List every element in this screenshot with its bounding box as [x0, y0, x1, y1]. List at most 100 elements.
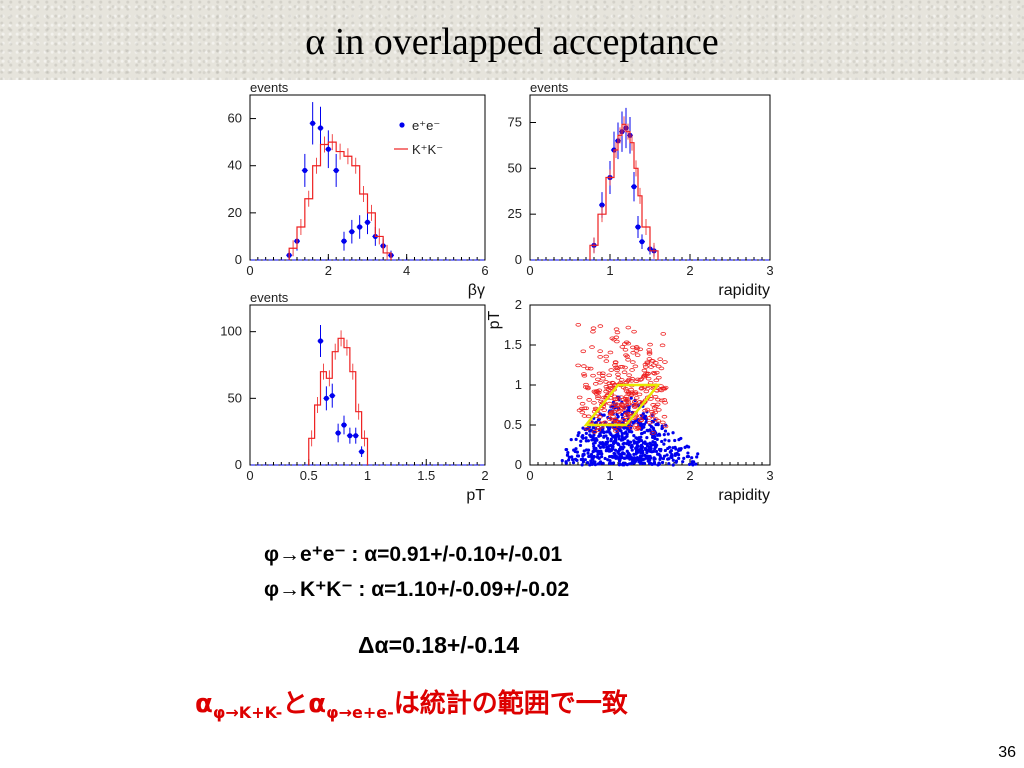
ee-scatter-point [597, 449, 601, 453]
ee-scatter-point [584, 436, 588, 440]
ee-scatter-point [604, 441, 608, 445]
ee-scatter-point [573, 449, 577, 454]
ee-scatter-point [627, 441, 631, 446]
ee-scatter-point [567, 455, 571, 459]
ee-scatter-point [630, 444, 634, 449]
x-tick-label: 0 [246, 468, 253, 483]
kk-scatter-point [609, 404, 616, 409]
kk-scatter-point [647, 420, 653, 425]
kk-scatter-point [615, 403, 622, 408]
ee-scatter-point [576, 433, 580, 438]
result-ee: φ→e⁺e⁻ : α=0.91+/-0.10+/-0.01 [264, 542, 764, 567]
kk-scatter-point [655, 397, 661, 402]
ee-scatter-point [642, 425, 646, 429]
kk-scatter-point [637, 414, 644, 418]
ee-scatter-point [608, 455, 612, 459]
kk-scatter-point [602, 420, 608, 425]
ee-scatter-point [694, 462, 698, 466]
kk-scatter-point [599, 371, 606, 376]
y-tick-label: 50 [508, 160, 522, 175]
kk-scatter-point [660, 386, 667, 391]
ee-scatter-point [607, 461, 612, 466]
ee-data-point [631, 184, 637, 190]
y-tick-label: 0 [235, 457, 242, 472]
kk-scatter-point [612, 397, 618, 402]
kk-scatter-point [600, 376, 606, 381]
ee-scatter-point [598, 433, 602, 437]
kk-scatter-point [657, 357, 663, 361]
ee-scatter-point [598, 462, 602, 466]
x-axis-label: βγ [468, 282, 485, 299]
ee-scatter-point [644, 420, 648, 424]
ee-scatter-point [696, 452, 700, 456]
ee-scatter-point [585, 461, 590, 465]
ee-scatter-point [642, 422, 646, 426]
ee-scatter-point [669, 449, 673, 453]
ee-scatter-point [566, 451, 570, 455]
ee-scatter-point [658, 456, 662, 461]
ee-data-point [333, 167, 339, 174]
kk-scatter-point [647, 342, 653, 347]
kk-scatter-point [579, 401, 586, 406]
kk-scatter-point [656, 375, 662, 380]
ee-scatter-point [602, 430, 606, 435]
kk-scatter-point [622, 365, 628, 370]
kk-scatter-point [646, 350, 653, 355]
y-tick-label: 0.5 [504, 417, 522, 432]
kk-scatter-point [626, 373, 632, 377]
ee-scatter-point [645, 442, 649, 446]
y-axis-label: events [250, 290, 289, 305]
kk-scatter-point [586, 398, 592, 402]
ee-scatter-point [564, 460, 568, 464]
kk-scatter-point [584, 366, 591, 371]
ee-scatter-point [649, 425, 654, 429]
ee-scatter-point [686, 451, 690, 455]
kk-scatter-point [638, 418, 644, 423]
kk-scatter-point [591, 430, 598, 434]
ee-scatter-point [593, 441, 597, 445]
kk-scatter-point [629, 376, 635, 381]
ee-scatter-point [565, 453, 570, 457]
ee-scatter-point [589, 459, 593, 463]
kk-scatter-point [618, 377, 625, 382]
x-tick-label: 2 [686, 263, 693, 278]
ee-scatter-point [646, 458, 651, 462]
ee-data-point [349, 229, 355, 235]
chart-beta-gamma: 0 2 4 6 0 20 40 60 events βγ e⁺e⁻ K⁺K⁻ [215, 80, 495, 300]
ee-scatter-point [671, 463, 675, 467]
ee-scatter-point [628, 453, 632, 457]
ee-scatter-point [570, 455, 574, 459]
kk-scatter-point [644, 361, 651, 366]
conclusion-text: αφ→K+K-とαφ→e+e-は統計の範囲で一致 [195, 683, 855, 722]
kk-scatter-point [621, 342, 628, 346]
kk-scatter-point [587, 366, 594, 371]
y-tick-label: 2 [515, 297, 522, 312]
chart-pt-vs-rapidity: 0 1 2 3 0 0.5 1 1.5 2 pT rapidity [485, 295, 785, 510]
ee-scatter-point [640, 457, 644, 461]
ee-scatter-point [682, 456, 686, 460]
kk-scatter-point [652, 394, 659, 399]
ee-scatter-point [635, 456, 639, 460]
ee-scatter-point [617, 459, 622, 463]
kk-scatter-point [646, 352, 653, 356]
ee-scatter-point [611, 461, 616, 465]
kk-scatter-point [575, 322, 582, 327]
kk-scatter-point [603, 389, 609, 394]
y-tick-label: 50 [228, 390, 242, 405]
kk-scatter-point [632, 390, 639, 394]
ee-scatter-point [666, 457, 670, 461]
ee-scatter-point [622, 452, 626, 456]
kk-scatter-point [634, 427, 640, 432]
ee-scatter-point [687, 462, 692, 467]
ee-scatter-point [611, 455, 615, 459]
kk-scatter-point [632, 364, 639, 369]
kk-scatter-point [659, 343, 666, 348]
legend-ee-marker [399, 122, 405, 128]
ee-scatter-point [655, 437, 659, 442]
kk-scatter-point [625, 325, 632, 330]
ee-scatter-point [592, 433, 596, 437]
ee-scatter-point [616, 442, 620, 446]
ee-data-point [347, 433, 353, 439]
kk-scatter-point [619, 364, 626, 369]
